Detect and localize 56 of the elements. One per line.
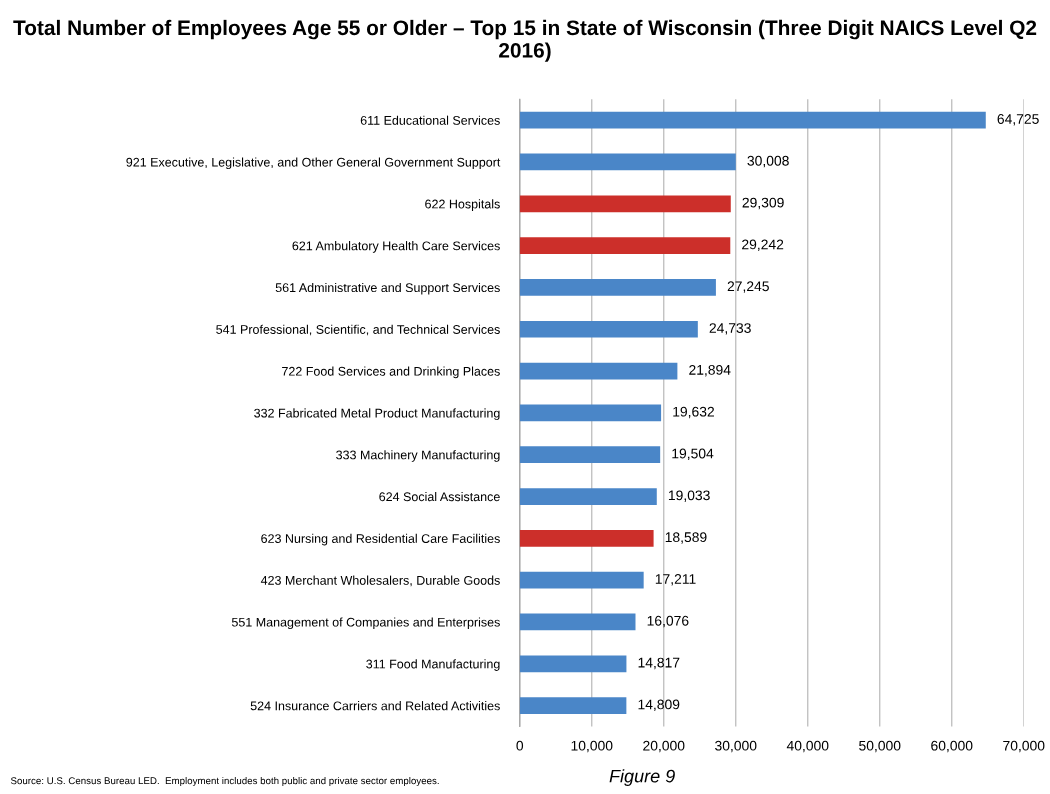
data-label: 16,076 <box>647 615 689 628</box>
y-tick-label: 311 Food Manufacturing <box>366 659 500 671</box>
bar <box>519 237 731 254</box>
data-label: 29,309 <box>742 197 784 210</box>
x-tick-label: 30,000 <box>715 740 757 753</box>
data-label: 17,211 <box>655 574 696 586</box>
data-label: 14,809 <box>638 699 680 711</box>
data-label: 21,894 <box>689 364 731 377</box>
x-tick-label: 50,000 <box>859 740 901 753</box>
chart-title: Total Number of Employees Age 55 or Older – Top 15 in State of Wisconsin (Three Digit NAICS Level Q2 2016) <box>13 19 1037 62</box>
y-tick-label: 332 Fabricated Metal Product Manufacturing <box>254 408 500 420</box>
caption: Figure 9 <box>609 769 675 787</box>
bar <box>519 404 662 422</box>
data-label: 27,245 <box>727 281 769 293</box>
bar <box>519 320 698 338</box>
y-tick-label: 921 Executive, Legislative, and Other General Government Support <box>126 157 501 170</box>
source-note: Source: U.S. Census Bureau LED. Employment includes both public and private sector employees. <box>10 777 439 787</box>
bar <box>519 655 627 673</box>
bar <box>519 362 678 380</box>
data-label: 14,817 <box>638 657 680 670</box>
x-tick-label: 20,000 <box>643 740 685 753</box>
bar <box>519 613 636 631</box>
bar <box>519 279 716 296</box>
y-tick-label: 623 Nursing and Residential Care Facilities <box>261 533 500 546</box>
y-tick-label: 722 Food Services and Drinking Places <box>282 366 500 379</box>
data-label: 30,008 <box>747 155 789 168</box>
y-tick-label: 622 Hospitals <box>425 199 500 211</box>
bar <box>519 111 986 129</box>
bar <box>519 529 654 547</box>
y-tick-label: 524 Insurance Carriers and Related Activities <box>250 701 500 711</box>
bar <box>519 195 731 213</box>
y-tick-label: 541 Professional, Scientific, and Technical Services <box>216 324 500 336</box>
x-tick-label: 60,000 <box>931 740 973 753</box>
data-label: 18,589 <box>665 532 707 544</box>
data-label: 64,725 <box>997 114 1039 126</box>
x-tick-label: 0 <box>516 740 524 751</box>
y-tick-label: 551 Management of Companies and Enterprises <box>231 617 500 630</box>
bar <box>519 571 644 589</box>
bar <box>519 697 627 714</box>
y-tick-label: 621 Ambulatory Health Care Services <box>292 241 500 253</box>
data-label: 19,632 <box>673 406 714 419</box>
x-tick-label: 70,000 <box>1003 740 1045 753</box>
y-tick-label: 423 Merchant Wholesalers, Durable Goods <box>260 575 500 587</box>
x-tick-label: 10,000 <box>571 740 613 753</box>
data-label: 19,504 <box>672 448 714 461</box>
bar <box>519 446 661 464</box>
y-tick-label: 611 Educational Services <box>360 115 500 125</box>
data-label: 19,033 <box>668 490 710 502</box>
data-label: 24,733 <box>709 323 751 335</box>
x-tick-label: 40,000 <box>786 740 829 753</box>
y-tick-label: 561 Administrative and Support Services <box>275 282 500 295</box>
bar <box>519 488 657 505</box>
bar <box>519 153 736 171</box>
y-tick-label: 624 Social Assistance <box>379 491 500 502</box>
data-label: 29,242 <box>742 239 784 251</box>
y-tick-label: 333 Machinery Manufacturing <box>336 450 500 462</box>
